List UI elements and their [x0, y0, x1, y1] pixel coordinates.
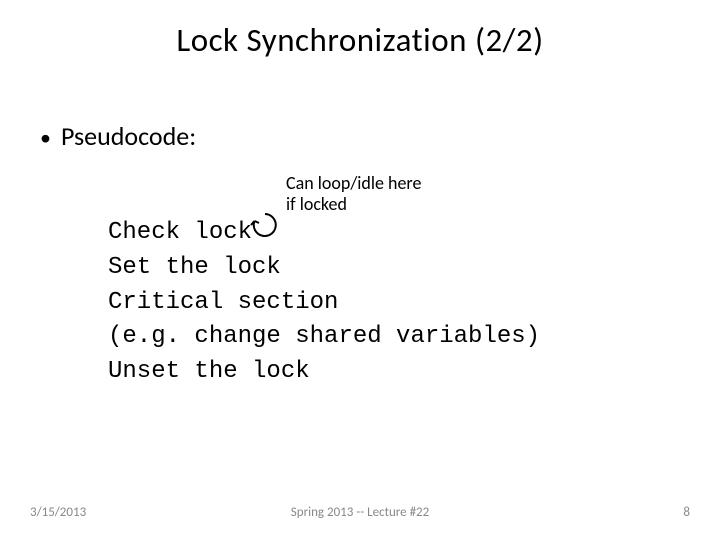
- footer-lecture-label: Spring 2013 -- Lecture #22: [0, 505, 720, 520]
- slide-title: Lock Synchronization (2/2): [0, 20, 720, 60]
- bullet-label: Pseudocode:: [61, 120, 196, 152]
- code-line-1: Check lock: [108, 219, 252, 246]
- code-line-2: Set the lock: [108, 254, 281, 281]
- loop-annotation: Can loop/idle here if locked: [286, 173, 421, 214]
- bullet-dot: •: [40, 127, 51, 149]
- code-line-5: Unset the lock: [108, 358, 310, 385]
- annotation-line-1: Can loop/idle here: [286, 173, 421, 194]
- pseudocode-block: Check lock Set the lock Critical section…: [108, 216, 540, 390]
- slide: Lock Synchronization (2/2) • Pseudocode:…: [0, 0, 720, 540]
- code-line-3: Critical section: [108, 289, 338, 316]
- code-line-4: (e.g. change shared variables): [108, 323, 540, 350]
- bullet-row: • Pseudocode:: [40, 120, 196, 152]
- footer-page-number: 8: [683, 505, 690, 520]
- bullet-block: • Pseudocode:: [40, 120, 196, 152]
- annotation-line-2: if locked: [286, 194, 421, 215]
